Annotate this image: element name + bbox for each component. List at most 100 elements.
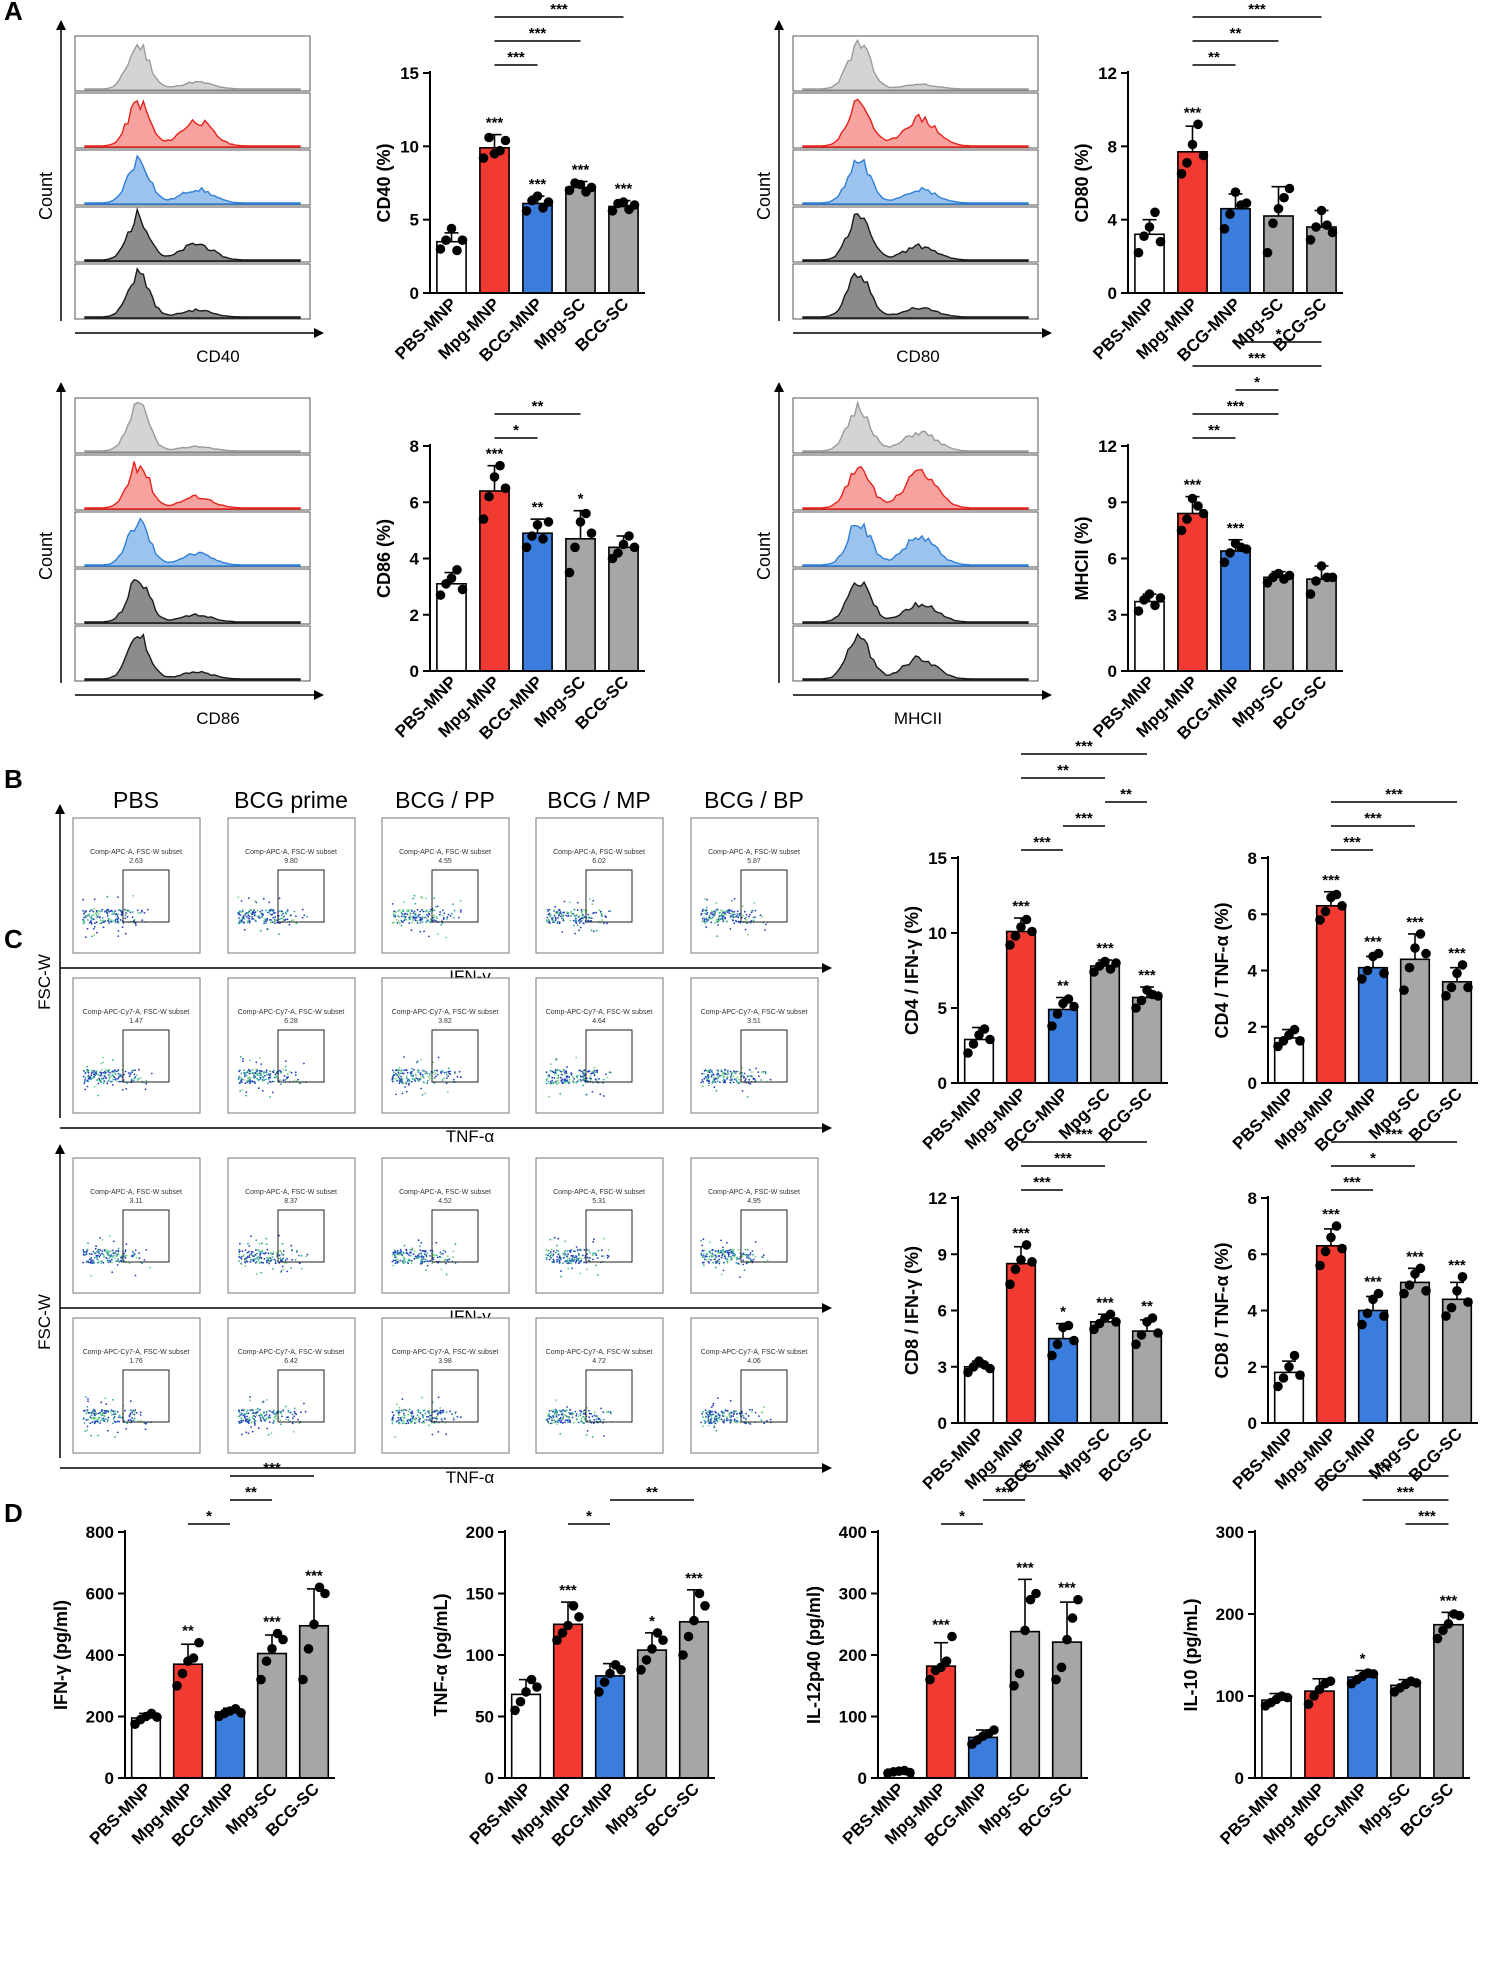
event-dot bbox=[114, 1415, 117, 1418]
event-dot bbox=[238, 1253, 241, 1256]
event-dot bbox=[291, 1258, 293, 1261]
event-dot bbox=[582, 922, 585, 925]
event-dot bbox=[728, 912, 731, 914]
event-dot bbox=[93, 907, 95, 910]
event-dot bbox=[287, 1410, 290, 1413]
event-dot bbox=[282, 1409, 285, 1412]
event-dot bbox=[583, 916, 586, 919]
event-dot bbox=[114, 1436, 116, 1438]
event-dot bbox=[82, 1418, 85, 1420]
event-dot bbox=[598, 1417, 601, 1420]
event-dot bbox=[722, 1269, 725, 1272]
event-dot bbox=[404, 1086, 406, 1088]
event-dot bbox=[96, 912, 99, 914]
event-dot bbox=[129, 1412, 132, 1415]
event-dot bbox=[86, 927, 89, 930]
comparison-label: *** bbox=[1375, 1460, 1393, 1477]
event-dot bbox=[256, 1252, 258, 1255]
event-dot bbox=[409, 1248, 412, 1251]
data-point bbox=[1315, 915, 1325, 925]
event-dot bbox=[150, 1072, 153, 1075]
event-dot bbox=[726, 1417, 728, 1420]
event-dot bbox=[555, 1423, 558, 1425]
event-dot bbox=[562, 1262, 564, 1265]
event-dot bbox=[424, 916, 426, 919]
comparison-label: *** bbox=[1075, 738, 1093, 755]
y-axis-label: CD4 / TNF-α (%) bbox=[1212, 902, 1232, 1038]
event-dot bbox=[729, 1399, 732, 1402]
event-dot bbox=[93, 922, 96, 925]
event-dot bbox=[578, 1260, 581, 1263]
event-dot bbox=[707, 1417, 710, 1420]
event-dot bbox=[590, 920, 592, 922]
event-dot bbox=[718, 920, 721, 922]
event-dot bbox=[717, 1249, 720, 1252]
event-dot bbox=[421, 1094, 424, 1096]
event-dot bbox=[705, 1255, 708, 1258]
event-dot bbox=[265, 1418, 268, 1421]
event-dot bbox=[722, 920, 725, 923]
event-dot bbox=[255, 1073, 258, 1076]
event-dot bbox=[240, 1081, 243, 1084]
event-dot bbox=[420, 1252, 422, 1254]
event-dot bbox=[237, 912, 240, 915]
event-dot bbox=[411, 1410, 414, 1413]
event-dot bbox=[112, 1078, 115, 1081]
data-point bbox=[484, 491, 494, 502]
data-point bbox=[194, 1637, 204, 1648]
event-dot bbox=[579, 1272, 582, 1275]
event-dot bbox=[593, 1418, 596, 1421]
event-dot bbox=[392, 1071, 395, 1074]
gate-name: Comp-APC-A, FSC-W subset bbox=[399, 1189, 491, 1196]
event-dot bbox=[93, 1422, 96, 1425]
event-dot bbox=[582, 914, 585, 917]
event-dot bbox=[769, 1418, 772, 1421]
gate-value: 4.64 bbox=[592, 1018, 606, 1025]
event-dot bbox=[558, 1256, 561, 1259]
event-dot bbox=[391, 1079, 394, 1082]
event-dot bbox=[606, 1411, 608, 1414]
event-dot bbox=[96, 1259, 99, 1261]
y-tick-label: 15 bbox=[928, 849, 947, 868]
event-dot bbox=[761, 1411, 763, 1414]
event-dot bbox=[743, 910, 746, 913]
event-dot bbox=[557, 920, 559, 923]
event-dot bbox=[109, 1411, 112, 1414]
event-dot bbox=[730, 1250, 733, 1253]
event-dot bbox=[703, 1419, 706, 1422]
event-dot bbox=[243, 928, 246, 931]
event-dot bbox=[708, 1082, 710, 1084]
event-dot bbox=[130, 1409, 132, 1412]
event-dot bbox=[554, 1408, 557, 1411]
comparison-label: *** bbox=[1397, 1484, 1415, 1501]
event-dot bbox=[92, 1076, 95, 1079]
event-dot bbox=[128, 1075, 131, 1078]
event-dot bbox=[397, 910, 400, 912]
event-dot bbox=[279, 910, 281, 913]
event-dot bbox=[709, 912, 712, 915]
event-dot bbox=[112, 1084, 114, 1086]
event-dot bbox=[586, 1079, 589, 1082]
event-dot bbox=[99, 1419, 102, 1422]
event-dot bbox=[83, 1070, 85, 1072]
event-dot bbox=[592, 1258, 594, 1261]
event-dot bbox=[715, 902, 718, 905]
event-dot bbox=[109, 919, 112, 921]
event-dot bbox=[275, 1415, 278, 1417]
event-dot bbox=[746, 1253, 749, 1256]
event-dot bbox=[593, 1072, 596, 1075]
event-dot bbox=[722, 1251, 725, 1254]
event-dot bbox=[90, 1253, 93, 1256]
event-dot bbox=[745, 1255, 748, 1258]
event-dot bbox=[721, 912, 723, 915]
event-dot bbox=[710, 1075, 713, 1078]
arrow-head bbox=[774, 382, 784, 392]
gate-name: Comp-APC-Cy7-A, FSC-W subset bbox=[83, 1009, 190, 1016]
event-dot bbox=[728, 1412, 731, 1414]
event-dot bbox=[278, 1254, 281, 1257]
event-dot bbox=[724, 1409, 727, 1412]
data-point bbox=[1198, 508, 1209, 519]
event-dot bbox=[545, 1249, 548, 1251]
event-dot bbox=[583, 1069, 586, 1072]
